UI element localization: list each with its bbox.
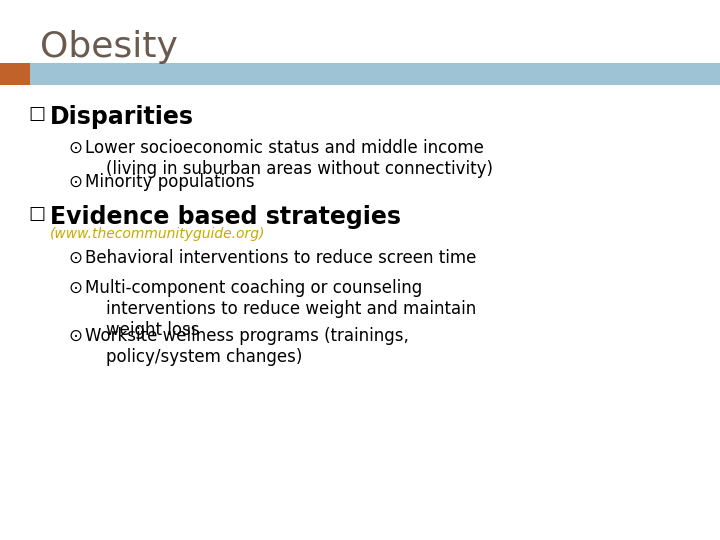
Text: (www.thecommunityguide.org): (www.thecommunityguide.org) [50, 227, 266, 241]
Text: Minority populations: Minority populations [85, 173, 255, 191]
Text: ⊙: ⊙ [68, 173, 82, 191]
Text: ⊙: ⊙ [68, 249, 82, 267]
Text: Obesity: Obesity [40, 30, 178, 64]
Text: □: □ [28, 205, 45, 223]
Text: ⊙: ⊙ [68, 279, 82, 297]
Bar [0, 63, 30, 85]
Text: ⊙: ⊙ [68, 139, 82, 157]
Text: Evidence based strategies: Evidence based strategies [50, 205, 401, 229]
Text: Lower socioeconomic status and middle income
    (living in suburban areas witho: Lower socioeconomic status and middle in… [85, 139, 493, 178]
Text: ⊙: ⊙ [68, 327, 82, 345]
Text: Disparities: Disparities [50, 105, 194, 129]
Text: □: □ [28, 105, 45, 123]
Bar [0, 63, 720, 85]
Text: Multi-component coaching or counseling
    interventions to reduce weight and ma: Multi-component coaching or counseling i… [85, 279, 476, 339]
Text: Worksite wellness programs (trainings,
    policy/system changes): Worksite wellness programs (trainings, p… [85, 327, 409, 366]
Text: Behavioral interventions to reduce screen time: Behavioral interventions to reduce scree… [85, 249, 477, 267]
